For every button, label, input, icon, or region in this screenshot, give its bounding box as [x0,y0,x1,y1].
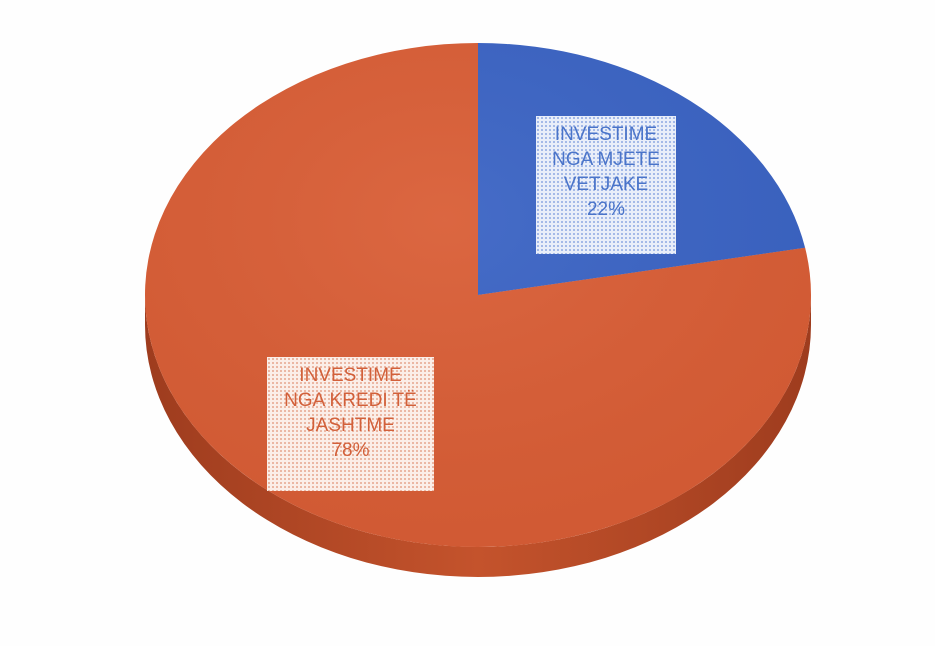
slice-label-own-funds-line-1: INVESTIME [554,124,658,145]
slice-label-foreign-credit-percent: 78% [331,440,370,461]
slice-label-foreign-credit-line-1: INVESTIME [299,365,402,386]
slice-label-own-funds-line-3: VETJAKE [563,174,649,195]
slice-label-own-funds-percent: 22% [586,199,626,220]
slice-label-own-funds-line-2: NGA MJETE [552,149,660,170]
slice-label-foreign-credit: INVESTIME NGA KREDI TË JASHTME 78% [267,357,434,491]
slice-label-foreign-credit-line-3: JASHTME [306,415,395,436]
slice-label-own-funds: INVESTIME NGA MJETE VETJAKE 22% [536,116,676,254]
pie-surface-sheen [145,43,811,547]
slice-label-foreign-credit-line-2: NGA KREDI TË [284,390,417,411]
